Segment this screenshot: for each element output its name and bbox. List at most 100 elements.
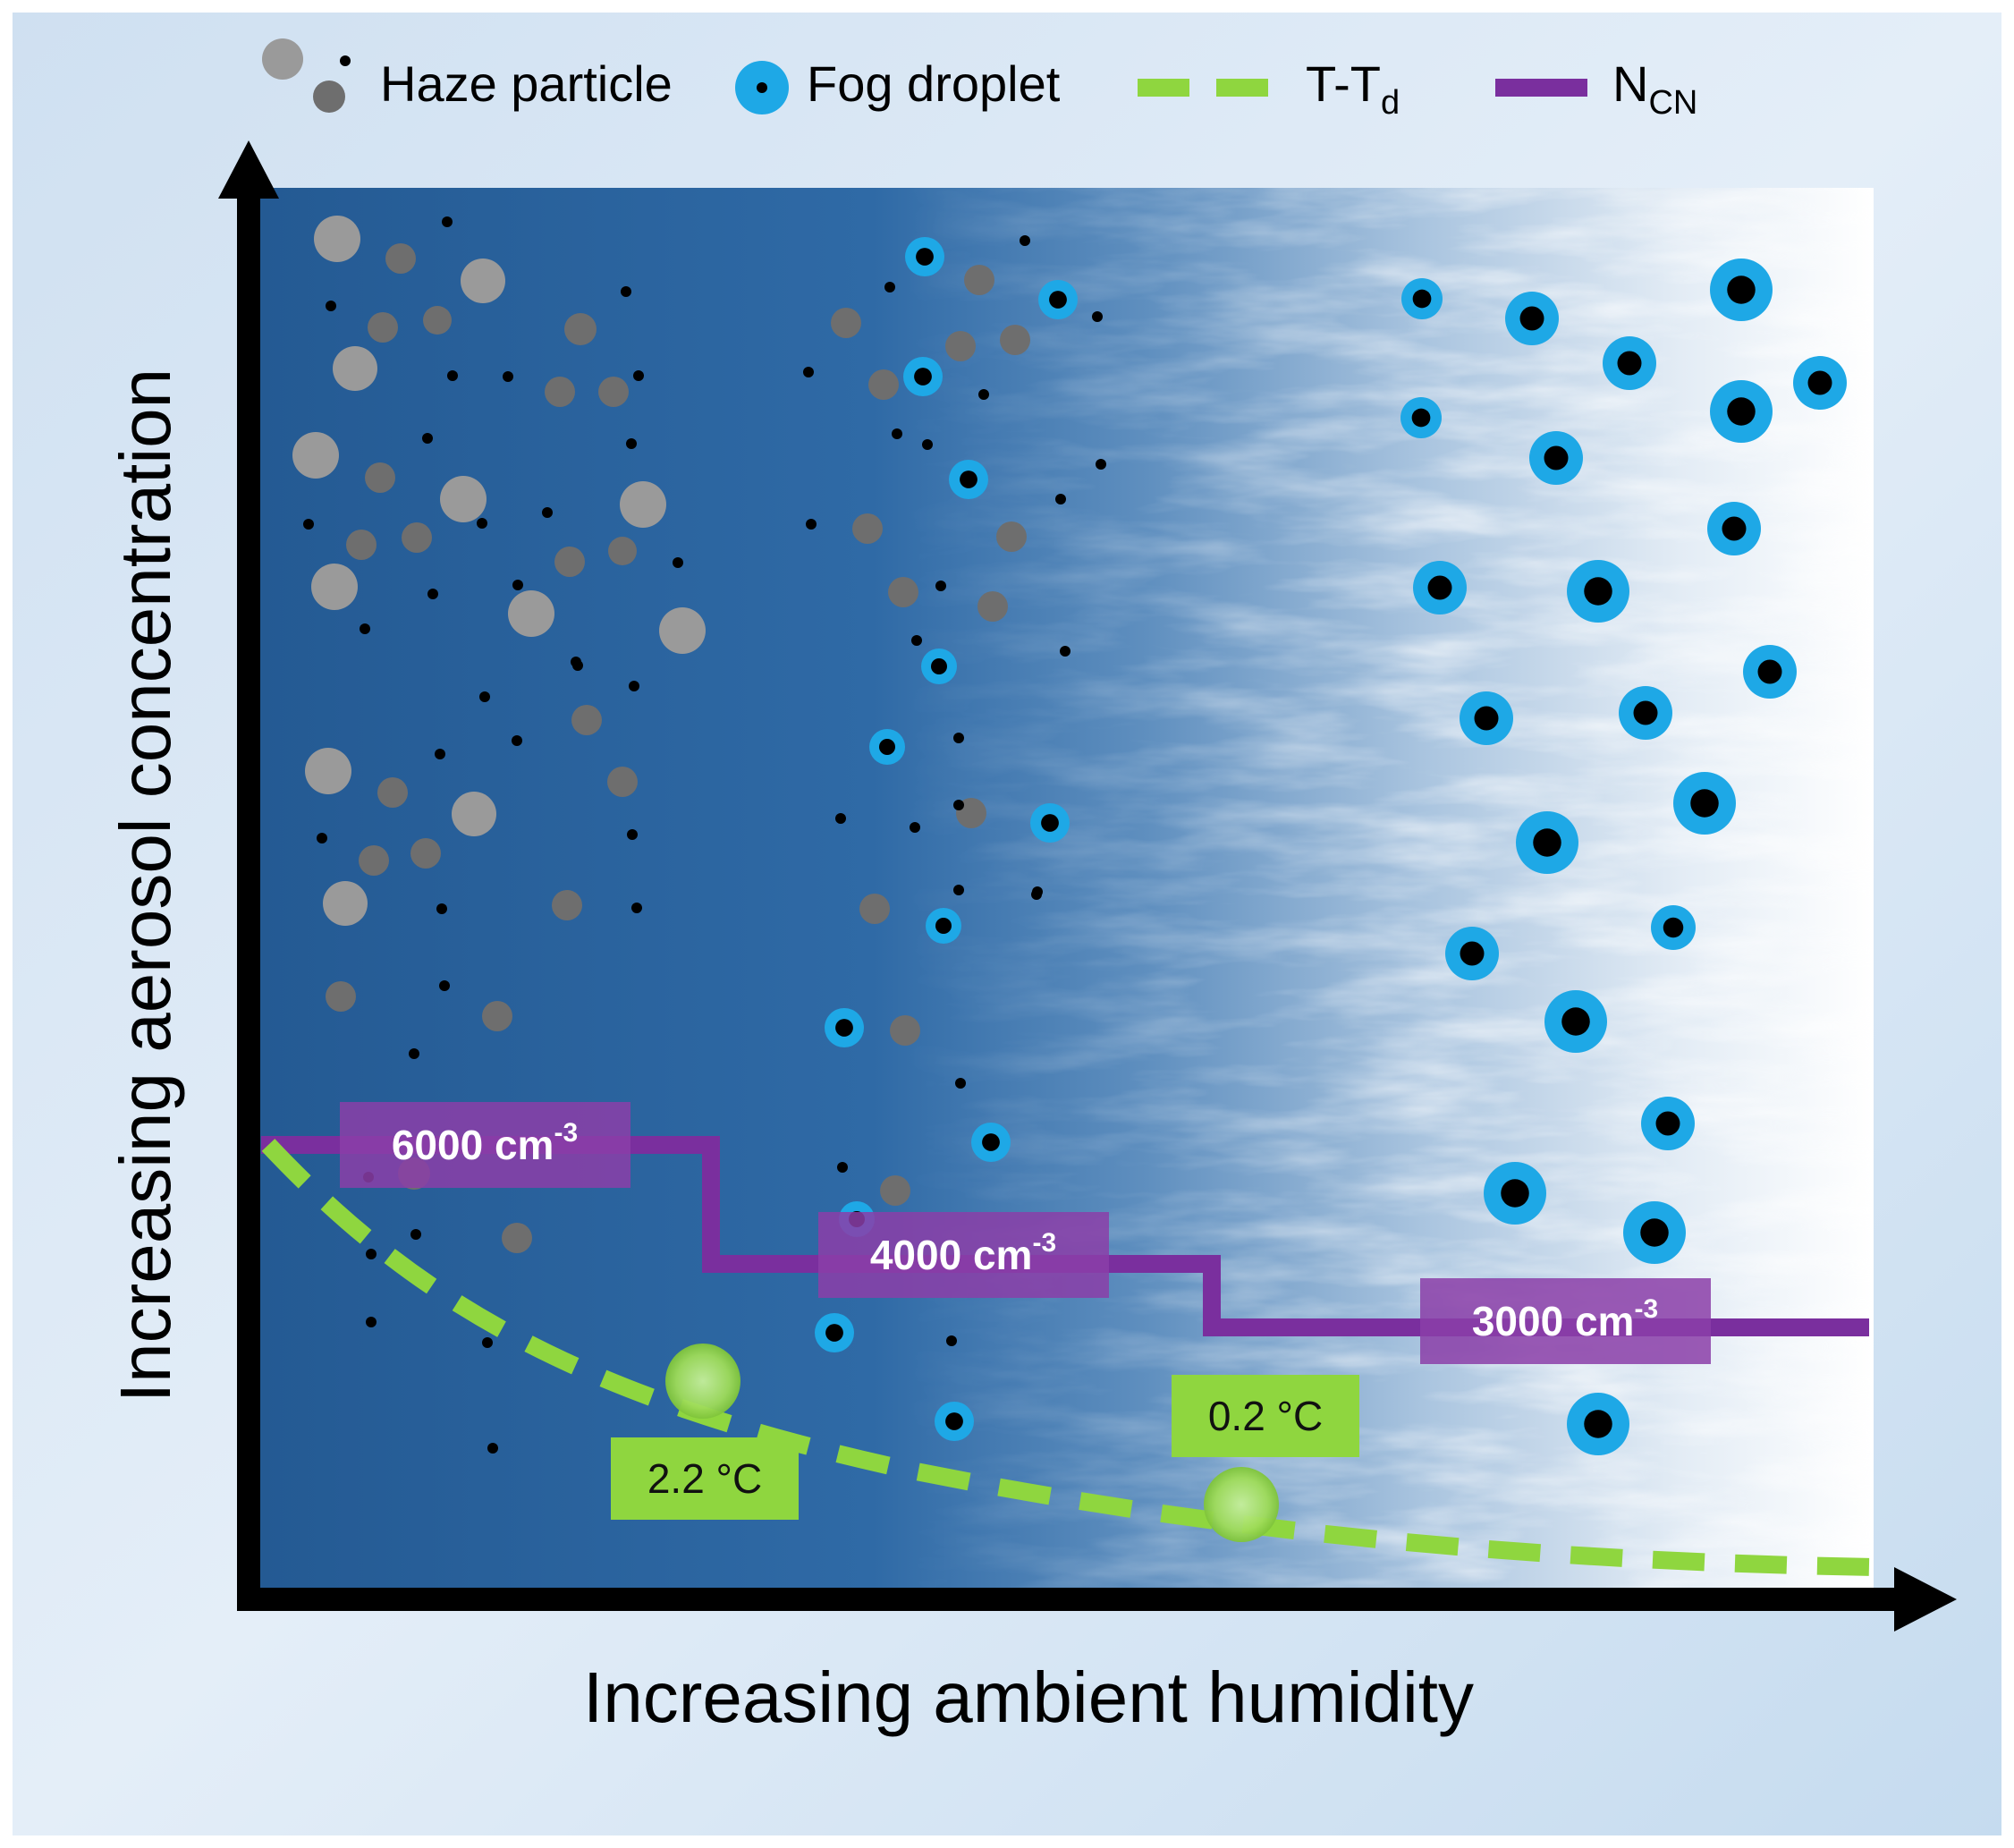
haze-particle-icon [977,591,1008,622]
haze-dot-icon [512,735,522,746]
fog-droplet-core-icon [1655,1111,1680,1136]
t-td-marker-1 [665,1344,740,1419]
fog-droplet-core-icon [1617,351,1642,376]
haze-dot-icon [911,635,922,646]
ncn-label-4000-base: 4000 cm [870,1232,1033,1278]
haze-dot-icon [410,1229,421,1240]
fog-droplet-core-icon [982,1133,1000,1151]
t-td-label-2-2-text: 2.2 °C [647,1455,762,1502]
haze-dot-icon [477,518,487,529]
fog-droplet-core-icon [1411,408,1431,428]
haze-particle-icon [440,476,487,522]
haze-dot-icon [835,813,846,824]
fog-droplet-core-icon [1722,516,1747,541]
haze-dot-icon [409,1048,419,1059]
haze-dot-icon [503,371,513,382]
haze-particle-icon [890,1015,920,1046]
ncn-label-6000-exp: -3 [554,1118,578,1148]
t-td-label-0-2: 0.2 °C [1172,1375,1359,1457]
haze-dot-icon [935,581,946,591]
y-axis [218,140,279,1601]
haze-particle-icon [377,777,408,808]
haze-dot-icon [621,286,631,297]
haze-particle-icon [607,767,638,797]
haze-dot-icon [892,428,902,439]
haze-particle-icon [859,894,890,924]
haze-particle-icon [852,513,883,544]
haze-particle-icon [964,265,994,295]
y-axis-arrow-icon [218,140,279,199]
haze-particle-icon [620,481,666,528]
haze-dot-icon [1031,889,1042,900]
haze-particle-icon [888,577,918,607]
haze-dot-icon [953,733,964,743]
haze-particle-icon [1000,325,1030,355]
t-td-marker-2 [1204,1467,1279,1542]
x-axis-label: Increasing ambient humidity [583,1657,1474,1737]
fog-texture [259,188,1874,1588]
fog-droplet-core-icon [935,918,952,934]
haze-particle-icon [502,1223,532,1253]
fog-droplet-core-icon [916,248,934,266]
haze-particle-icon [323,881,368,926]
haze-particle-icon [423,306,452,335]
haze-dot-icon [479,691,490,702]
legend-fog-droplet-icon [735,61,789,114]
haze-dot-icon [633,370,644,381]
svg-text:6000 cm-3: 6000 cm-3 [392,1118,578,1168]
fog-droplet-core-icon [1427,575,1452,600]
haze-dot-icon [946,1335,957,1346]
haze-particle-icon [402,522,432,553]
x-axis-arrow-icon [1894,1567,1957,1632]
fog-droplet-core-icon [1533,828,1561,857]
haze-dot-icon [571,657,581,667]
legend-ncn-label: N [1612,55,1648,112]
haze-particle-icon [552,890,582,920]
fog-droplet-core-icon [825,1324,843,1342]
ncn-label-4000-exp: -3 [1032,1228,1056,1258]
haze-particle-icon [545,377,575,407]
haze-dot-icon [629,681,639,691]
haze-particle-icon [305,748,351,794]
haze-particle-icon [880,1175,910,1206]
haze-particle-icon [333,346,377,391]
ncn-label-3000-exp: -3 [1634,1294,1658,1324]
legend-fog-label: Fog droplet [807,55,1061,112]
t-td-label-2-2: 2.2 °C [611,1437,799,1520]
haze-particle-icon [326,981,356,1012]
fog-droplet-core-icon [1412,289,1432,309]
haze-particle-icon [385,243,416,274]
haze-dot-icon [1020,235,1030,246]
haze-dot-icon [422,433,433,444]
haze-dot-icon [953,885,964,895]
fog-droplet-core-icon [1501,1179,1529,1208]
fog-droplet-core-icon [1474,706,1499,731]
legend: Haze particle Fog droplet T-Td NCN [262,38,1697,122]
haze-dot-icon [326,301,336,311]
haze-dot-icon [1055,494,1066,504]
legend-ncn-sub: CN [1648,84,1697,122]
haze-particle-icon [452,792,496,836]
legend-haze-label: Haze particle [380,55,673,112]
haze-dot-icon [884,282,895,292]
haze-particle-icon [365,462,395,493]
fog-droplet-core-icon [879,739,895,755]
legend-t-td-sub: d [1381,84,1400,122]
haze-dot-icon [673,557,683,568]
haze-dot-icon [837,1162,848,1173]
haze-dot-icon [366,1317,377,1327]
fog-droplet-core-icon [1640,1218,1669,1247]
haze-particle-icon [368,312,398,343]
haze-particle-icon [359,845,389,876]
haze-particle-icon [508,590,554,637]
haze-dot-icon [978,389,989,400]
haze-particle-icon [314,216,360,262]
haze-dot-icon [955,1078,966,1089]
fog-droplet-core-icon [1049,291,1067,309]
haze-particle-icon [292,432,339,479]
haze-dot-icon [1060,646,1070,657]
haze-dot-icon [317,833,327,843]
haze-particle-icon [461,259,505,303]
ncn-label-4000: 4000 cm-3 [818,1212,1109,1298]
